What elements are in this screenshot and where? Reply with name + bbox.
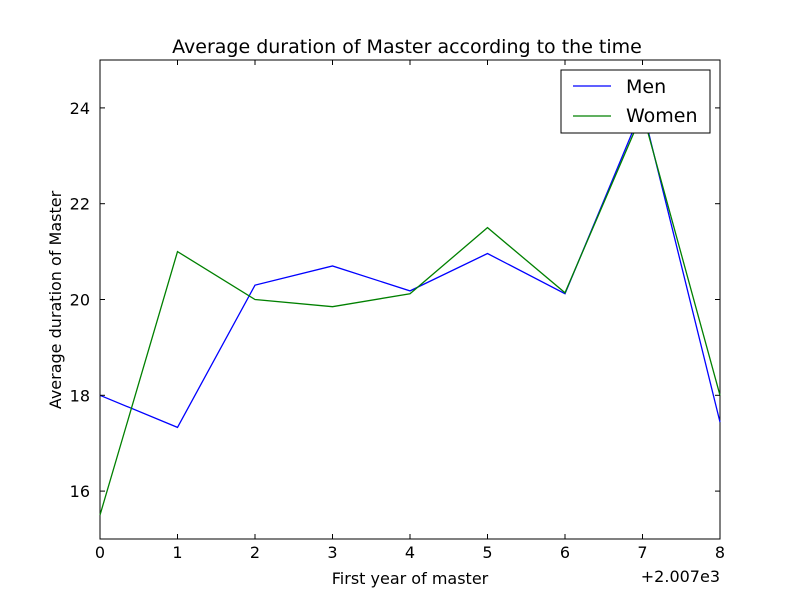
y-axis-label: Average duration of Master <box>46 190 65 409</box>
x-tick-label: 8 <box>715 543 725 562</box>
y-tick-label: 22 <box>70 195 90 214</box>
chart-title: Average duration of Master according to … <box>172 36 642 58</box>
plot-area: 0 1 2 3 4 5 6 7 8 16 18 20 22 24 <box>70 59 725 562</box>
x-tick-label: 4 <box>405 543 415 562</box>
legend-label-women: Women <box>626 105 698 127</box>
x-tick-label: 7 <box>637 543 647 562</box>
legend: Men Women <box>560 69 711 134</box>
x-tick-label: 3 <box>327 543 337 562</box>
series-line-men <box>99 105 721 429</box>
y-tick-label: 24 <box>70 99 90 118</box>
x-axis-label: First year of master <box>332 569 489 588</box>
x-tick-label: 5 <box>482 543 492 562</box>
x-axis-offset-label: +2.007e3 <box>641 567 720 586</box>
series-layer <box>99 105 721 516</box>
x-tick-label: 1 <box>172 543 182 562</box>
y-tick-label: 16 <box>70 482 90 501</box>
y-tick-label: 18 <box>70 386 90 405</box>
x-tick-label: 2 <box>250 543 260 562</box>
y-tick-label: 20 <box>70 291 90 310</box>
x-tick-label: 0 <box>95 543 105 562</box>
series-line-women <box>99 110 721 516</box>
legend-box <box>560 69 711 134</box>
ticks-layer: 0 1 2 3 4 5 6 7 8 16 18 20 22 24 <box>70 60 725 562</box>
x-tick-label: 6 <box>560 543 570 562</box>
legend-label-men: Men <box>626 76 666 98</box>
